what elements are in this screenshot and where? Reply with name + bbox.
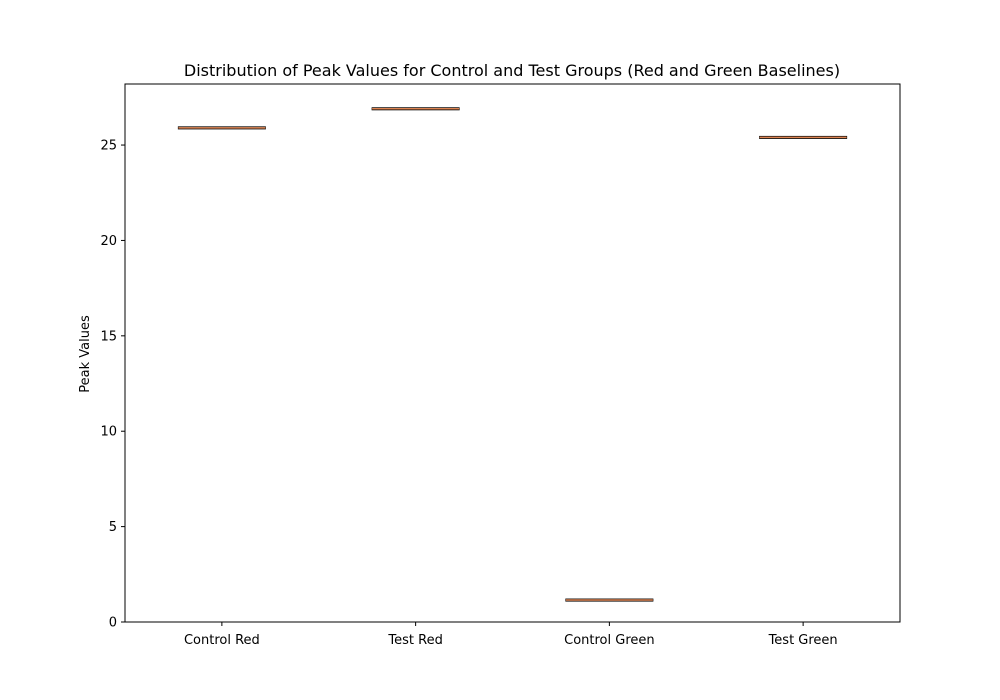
y-tick-label: 0: [109, 616, 117, 631]
plot-area: 0 5 10 15 20 25 Control Red Test Red Control Gre…: [100, 107, 848, 648]
y-tick-label: 10: [100, 425, 117, 440]
plot-frame: [124, 83, 901, 623]
x-tick-label: Test Red: [387, 633, 442, 648]
chart-title: Distribution of Peak Values for Control …: [184, 61, 840, 80]
y-tick-label: 15: [100, 329, 117, 344]
x-tick-label: Control Green: [564, 633, 655, 648]
y-tick-label: 25: [100, 139, 117, 154]
x-tick-label: Test Green: [768, 633, 838, 648]
y-tick-label: 20: [100, 234, 117, 249]
y-tick-label: 5: [109, 520, 117, 535]
y-axis-label: Peak Values: [78, 315, 93, 393]
x-tick-label: Control Red: [184, 633, 260, 648]
